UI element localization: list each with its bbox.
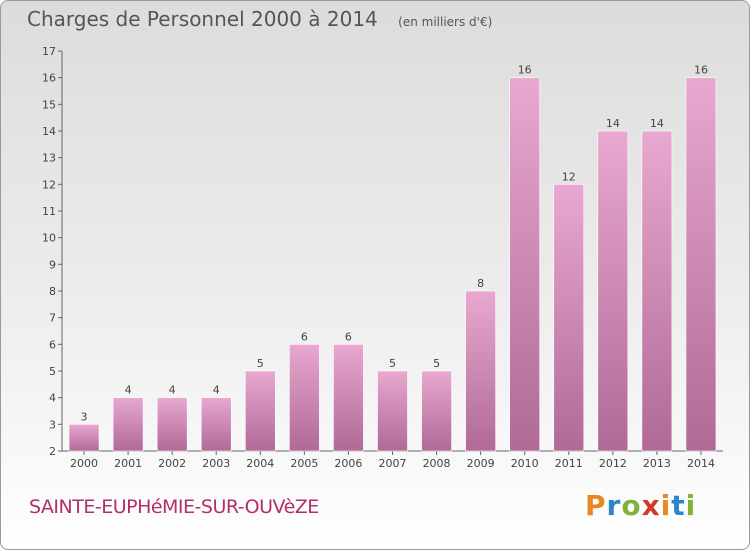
x-tick-label: 2003 [202,457,230,470]
y-tick-label: 11 [42,205,56,218]
x-tick-label: 2011 [555,457,583,470]
data-label: 14 [606,117,620,130]
bar [377,370,408,452]
x-tick-label: 2000 [70,457,98,470]
bar [641,130,673,452]
chart-title-text: Charges de Personnel 2000 à 2014 [27,7,378,31]
bar [685,77,717,452]
bar [68,424,100,452]
bar [245,370,276,452]
y-tick-label: 16 [42,72,56,85]
x-tick-label: 2014 [687,457,715,470]
y-tick-label: 4 [49,392,56,405]
bar [333,344,364,452]
data-label: 16 [694,64,708,77]
x-tick-label: 2013 [643,457,671,470]
chart-title: Charges de Personnel 2000 à 2014 (en mil… [27,7,492,31]
bars: 3 4 4 4 5 6 6 5 5 8 16 12 14 14 16 [68,64,717,452]
y-tick-label: 13 [42,152,56,165]
data-label: 5 [257,357,264,370]
x-tick-label: 2002 [158,457,186,470]
data-label: 5 [433,357,440,370]
data-label: 4 [169,384,176,397]
x-tick-label: 2008 [423,457,451,470]
data-label: 14 [650,117,664,130]
bar [289,344,320,452]
data-label: 8 [477,277,484,290]
x-tick-label: 2009 [467,457,495,470]
bar [509,77,541,452]
town-name: SAINTE-EUPHéMIE-SUR-OUVèZE [29,496,319,518]
x-tick-label: 2004 [246,457,274,470]
y-tick-label: 17 [42,45,56,58]
data-label: 6 [301,330,308,343]
data-label: 12 [562,170,576,183]
x-tick-label: 2010 [511,457,539,470]
chart-unit: (en milliers d'€) [398,15,493,29]
bar [156,397,188,452]
data-label: 16 [518,64,532,77]
y-tick-label: 5 [49,365,56,378]
bar [597,130,629,452]
y-tick-label: 12 [42,178,56,191]
y-tick-label: 9 [49,258,56,271]
data-label: 6 [345,330,352,343]
data-label: 5 [389,357,396,370]
bar [465,290,496,452]
bar [112,397,144,452]
y-tick-label: 2 [49,445,56,458]
bar [553,184,585,452]
data-label: 4 [213,384,220,397]
brand-logo: Proxiti [585,489,697,522]
y-tick-label: 6 [49,338,56,351]
x-tick-label: 2007 [379,457,407,470]
y-tick-label: 7 [49,312,56,325]
x-tick-label: 2005 [290,457,318,470]
y-tick-label: 3 [49,418,56,431]
y-tick-label: 14 [42,125,56,138]
x-tick-label: 2001 [114,457,142,470]
x-tick-label: 2006 [334,457,362,470]
x-tick-label: 2012 [599,457,627,470]
axes: 2 3 4 5 6 7 8 9 10 11 12 13 14 15 16 17 2000 2001 2002 2003… [42,45,723,470]
data-label: 3 [81,410,88,423]
y-tick-label: 10 [42,232,56,245]
bar [200,397,232,452]
bar [421,370,452,452]
data-label: 4 [125,384,132,397]
y-tick-label: 15 [42,98,56,111]
y-tick-label: 8 [49,285,56,298]
